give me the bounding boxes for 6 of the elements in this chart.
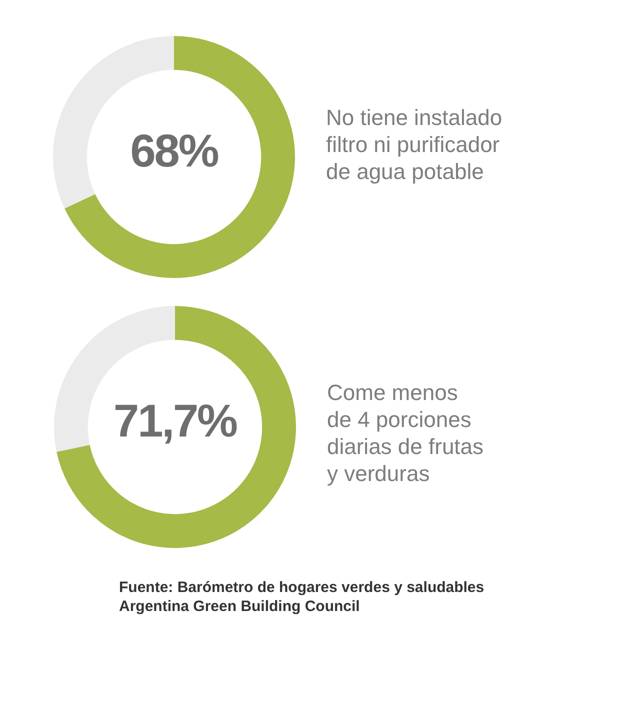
text: Come menos de 4 porciones diarias de frutas y verduras	[327, 379, 484, 487]
data-label: 68%	[130, 124, 218, 177]
data-label: 71,7%	[114, 394, 238, 447]
text: Argentina Green Building Council	[119, 597, 361, 616]
source-note: Fuente: Barómetro de hogares verdes y saludables	[119, 578, 484, 597]
text: No tiene instalado filtro ni purificador de agua potable	[326, 104, 502, 185]
